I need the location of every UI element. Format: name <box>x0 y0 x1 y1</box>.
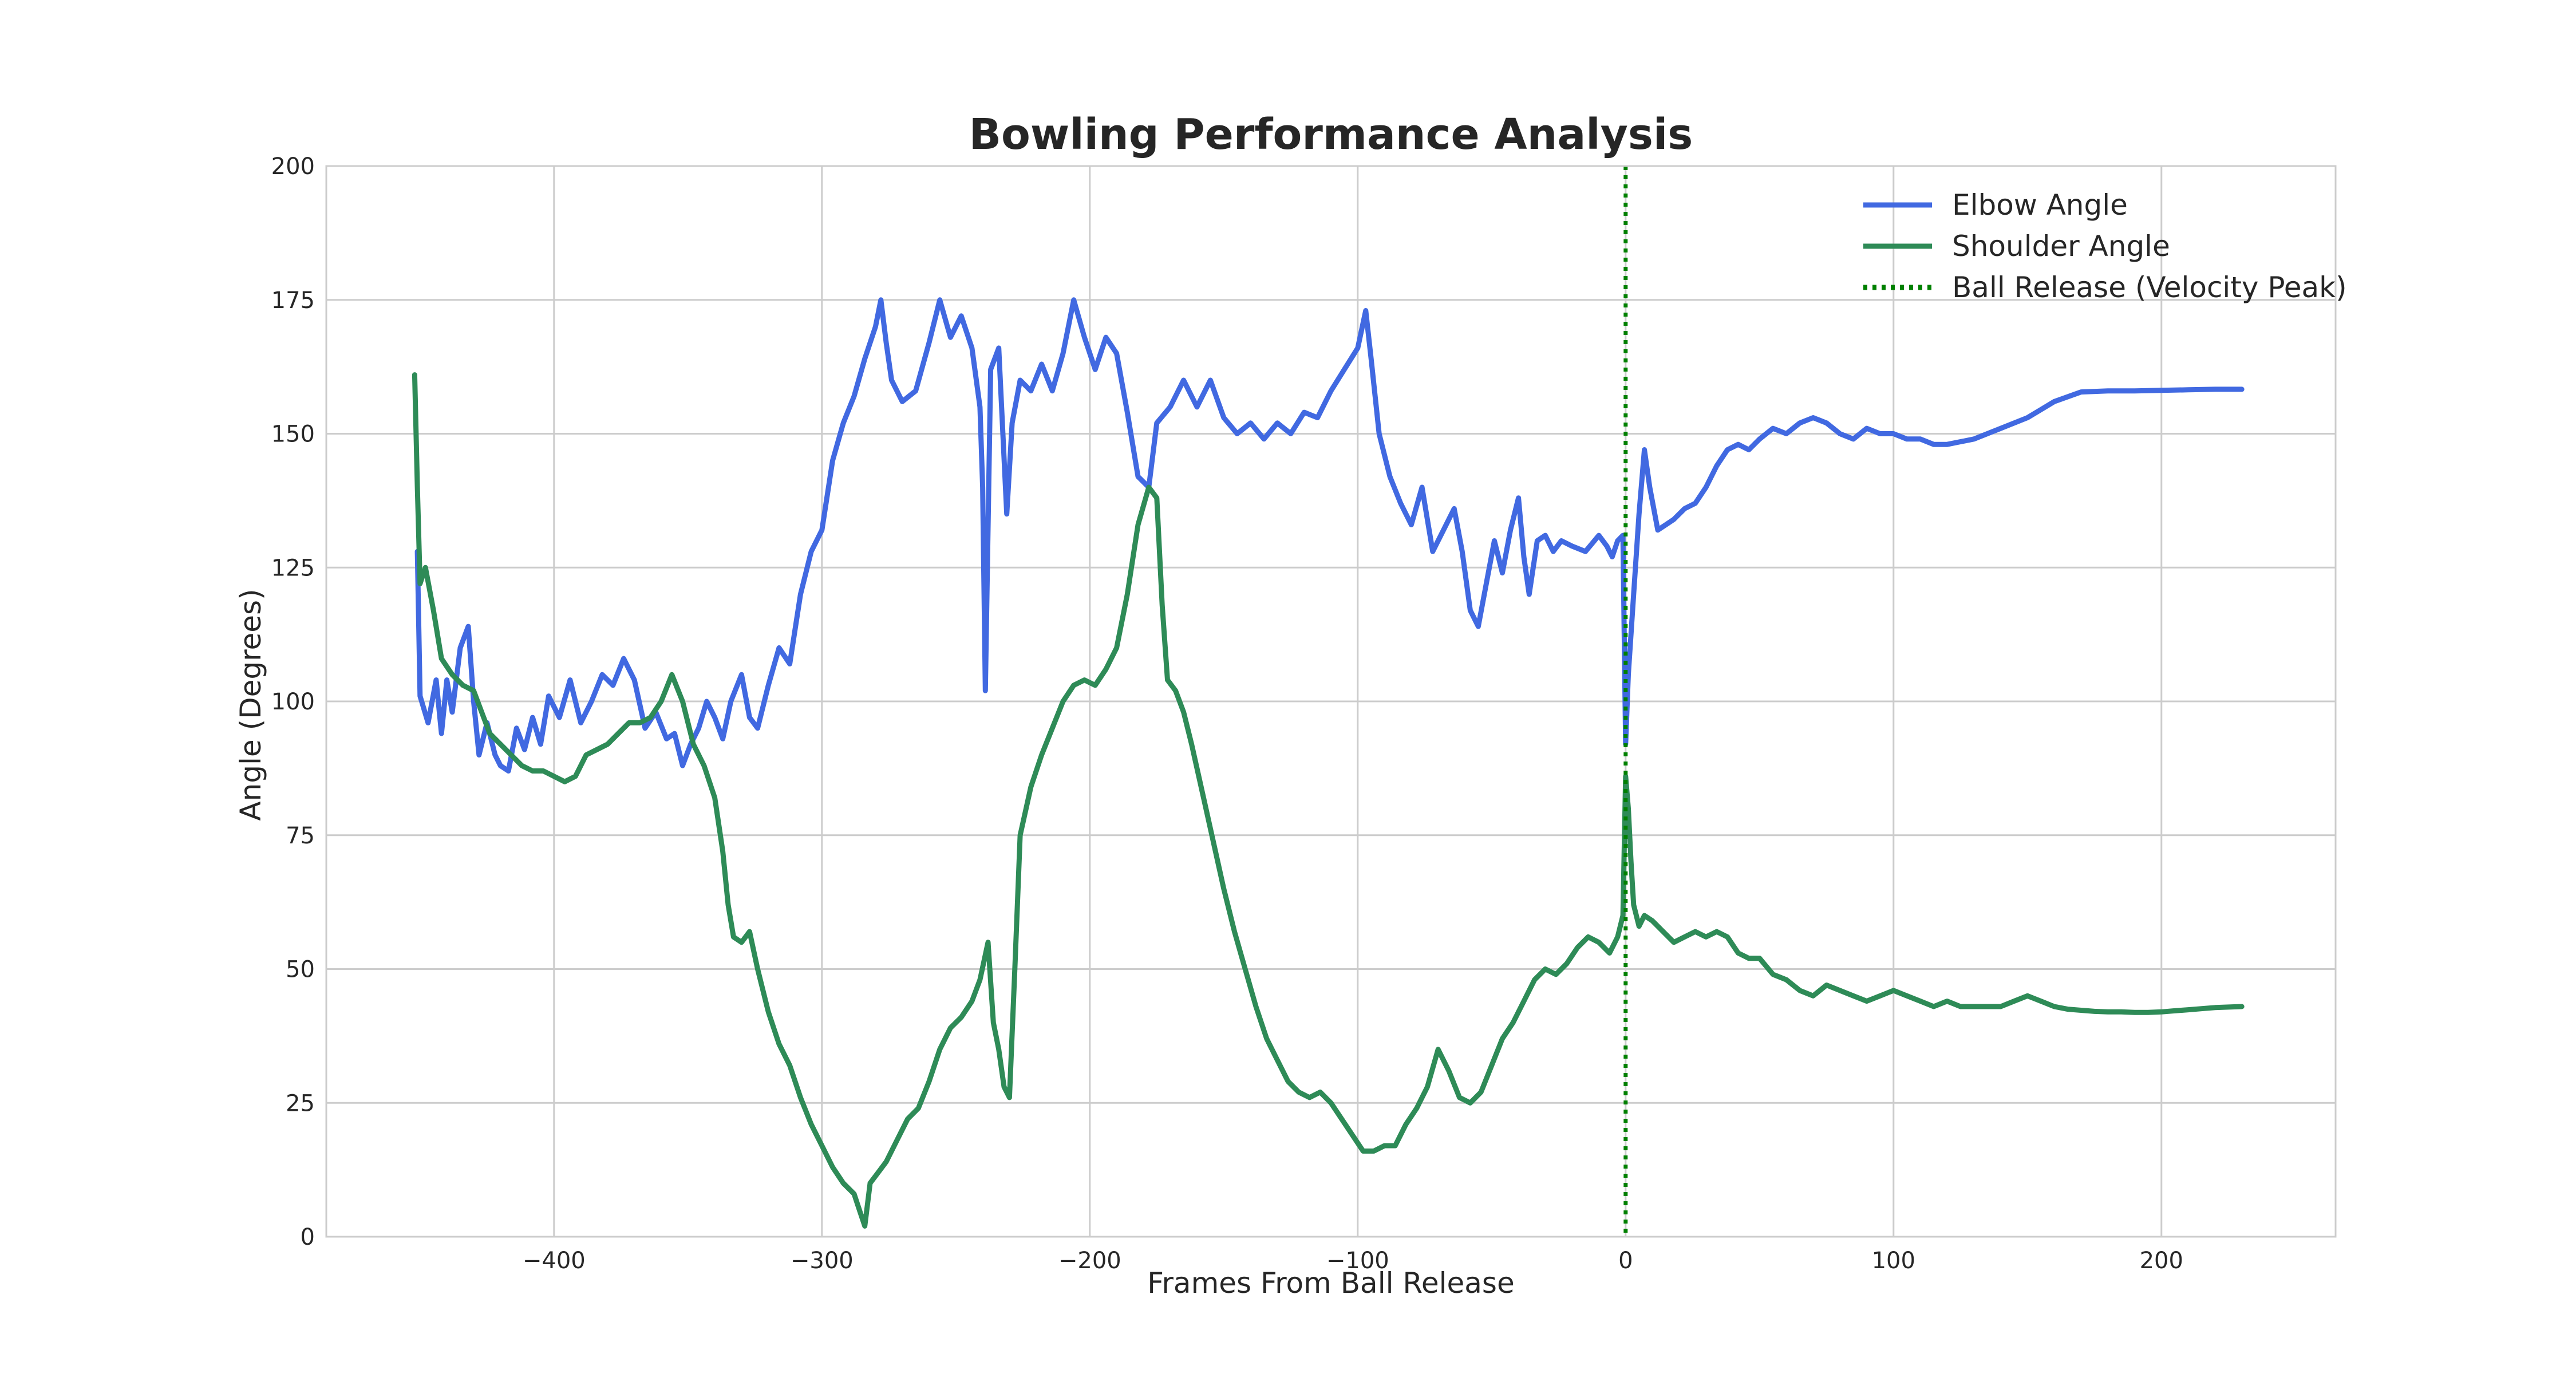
y-tick-label: 75 <box>286 823 315 849</box>
y-tick-label: 125 <box>271 555 315 581</box>
x-tick-label: 0 <box>1618 1248 1633 1274</box>
legend-entry-label: Ball Release (Velocity Peak) <box>1952 271 2347 304</box>
series-lines <box>412 166 2245 1237</box>
legend: Elbow Angle Shoulder Angle Ball Release (V… <box>1863 188 2347 304</box>
x-tick-label: −100 <box>1326 1248 1389 1274</box>
legend-entry-label: Elbow Angle <box>1952 188 2128 222</box>
chart-title: Bowling Performance Analysis <box>969 110 1693 159</box>
y-tick-label: 50 <box>286 957 315 983</box>
x-tick-label: −200 <box>1058 1248 1121 1274</box>
legend-entry-label: Shoulder Angle <box>1952 230 2170 263</box>
y-tick-label: 150 <box>271 421 315 448</box>
x-tick-label: −400 <box>523 1248 586 1274</box>
y-tick-label: 175 <box>271 287 315 314</box>
x-axis-label: Frames From Ball Release <box>1147 1266 1514 1300</box>
tick-labels: −400 −300 −200 −100 0 100 200 0 25 50 75 100 125 150 1… <box>271 153 2183 1274</box>
y-tick-label: 200 <box>271 153 315 180</box>
y-tick-label: 100 <box>271 689 315 715</box>
y-tick-label: 0 <box>301 1224 315 1250</box>
x-tick-label: 100 <box>1872 1248 1915 1274</box>
x-tick-label: −300 <box>791 1248 854 1274</box>
y-axis-label: Angle (Degrees) <box>234 589 267 820</box>
plot-area-frame <box>325 165 2337 1238</box>
x-tick-label: 200 <box>2140 1248 2183 1274</box>
shoulder-angle-line <box>412 372 2245 1229</box>
y-tick-label: 25 <box>286 1090 315 1116</box>
